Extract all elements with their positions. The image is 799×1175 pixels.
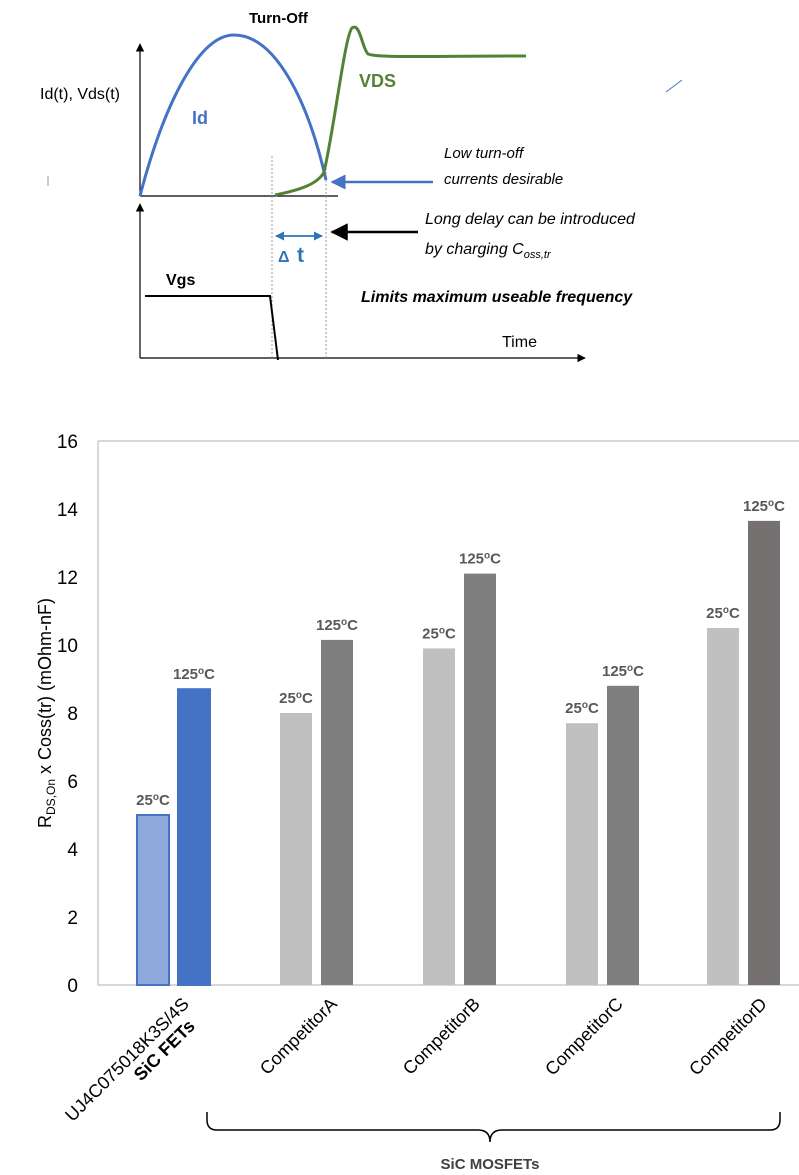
bar-label-number: 25 bbox=[136, 792, 153, 809]
category-label-competitorc: CompetitorC bbox=[541, 994, 627, 1080]
id-curve bbox=[138, 33, 328, 197]
y-tick-label: 16 bbox=[57, 432, 78, 453]
bar-label-unit: C bbox=[774, 498, 785, 515]
bar-uj4c075018k3s-4s-125c bbox=[177, 688, 211, 986]
y-label-rest: x Coss(tr) (mOhm-nF) bbox=[35, 598, 55, 779]
bar-label-unit: C bbox=[347, 617, 358, 634]
bars bbox=[136, 520, 780, 986]
bar-value-label: 25oC bbox=[565, 700, 599, 717]
bar-label-number: 125 bbox=[743, 498, 768, 515]
bar-label-unit: C bbox=[302, 690, 313, 707]
y-tick-label: 6 bbox=[67, 772, 78, 793]
turn-off-diagram: Turn-Off Id(t), Vds(t) Id VDS Vgs Δ t Lo… bbox=[40, 10, 683, 363]
category-label-uj4c075018k3s-4s: UJ4C075018K3S/4S bbox=[61, 994, 193, 1126]
mosfet-group-brace bbox=[206, 1112, 781, 1143]
bar-competitorb-125c bbox=[464, 573, 496, 985]
bar-label-unit: C bbox=[490, 551, 501, 568]
diagram-title: Turn-Off bbox=[249, 10, 309, 27]
decor-mark-right bbox=[665, 79, 683, 93]
bar-label-number: 125 bbox=[602, 663, 627, 680]
bar-label-degree: o bbox=[439, 625, 445, 636]
y-axis-ticks: 0 2 4 6 8 10 12 14 16 bbox=[57, 432, 79, 997]
y-axis-label: RDS,On x Coss(tr) (mOhm-nF) bbox=[35, 598, 58, 828]
bar-label-unit: C bbox=[159, 792, 170, 809]
bar-label-number: 125 bbox=[173, 666, 198, 683]
time-label: Time bbox=[502, 334, 537, 351]
bar-competitord-25c bbox=[707, 628, 739, 985]
bar-label-degree: o bbox=[627, 663, 633, 674]
bar-value-label: 125oC bbox=[743, 498, 785, 515]
bar-value-label: 125oC bbox=[316, 617, 358, 634]
category-label-competitorb: CompetitorB bbox=[399, 994, 484, 1079]
bar-label-degree: o bbox=[198, 666, 204, 677]
bar-uj4c075018k3s-4s-25c bbox=[136, 814, 170, 986]
delta-t-label: Δ t bbox=[278, 244, 304, 267]
bar-label-number: 25 bbox=[565, 700, 582, 717]
bar-competitorc-125c bbox=[607, 685, 639, 985]
bar-competitord-125c bbox=[748, 520, 780, 985]
bar-label-degree: o bbox=[768, 498, 774, 509]
note-low-current-line2: currents desirable bbox=[444, 171, 563, 188]
bar-value-label: 25oC bbox=[706, 605, 740, 622]
bar-value-label: 25oC bbox=[279, 690, 313, 707]
bar-label-degree: o bbox=[296, 690, 302, 701]
bar-label-unit: C bbox=[204, 666, 215, 683]
bar-label-degree: o bbox=[484, 551, 490, 562]
y-tick-label: 10 bbox=[57, 636, 78, 657]
bar-value-label: 125oC bbox=[459, 551, 501, 568]
delta-t-letter: t bbox=[297, 244, 304, 267]
note-delay-line1: Long delay can be introduced bbox=[425, 211, 636, 228]
bar-value-label: 125oC bbox=[602, 663, 644, 680]
bar-value-label: 25oC bbox=[422, 625, 456, 642]
y-tick-label: 4 bbox=[67, 840, 78, 861]
bar-label-unit: C bbox=[729, 605, 740, 622]
vds-curve bbox=[274, 25, 527, 197]
vgs-label: Vgs bbox=[166, 272, 195, 289]
bar-label-degree: o bbox=[341, 617, 347, 628]
delta-symbol: Δ bbox=[278, 249, 290, 266]
y-tick-label: 0 bbox=[67, 976, 78, 997]
bar-label-degree: o bbox=[153, 792, 159, 803]
bar-competitora-125c bbox=[321, 639, 353, 985]
bar-competitora-25c bbox=[280, 713, 312, 985]
limits-note: Limits maximum useable frequency bbox=[361, 289, 633, 306]
y-tick-label: 2 bbox=[67, 908, 78, 929]
bar-label-unit: C bbox=[588, 700, 599, 717]
bar-label-number: 125 bbox=[316, 617, 341, 634]
vds-label: VDS bbox=[359, 71, 396, 91]
bar-value-label: 125oC bbox=[173, 666, 215, 683]
y-tick-label: 8 bbox=[67, 704, 78, 725]
y-tick-label: 12 bbox=[57, 568, 78, 589]
mosfet-group-label: SiC MOSFETs bbox=[441, 1156, 540, 1173]
y-label-main: R bbox=[35, 815, 55, 828]
vgs-curve bbox=[145, 295, 279, 361]
bar-competitorc-25c bbox=[566, 723, 598, 985]
bar-label-unit: C bbox=[633, 663, 644, 680]
id-label: Id bbox=[192, 108, 208, 128]
note-delay-prefix: by charging C bbox=[425, 241, 524, 258]
note-delay-subscript: oss,tr bbox=[524, 249, 552, 261]
bar-label-number: 125 bbox=[459, 551, 484, 568]
bar-label-number: 25 bbox=[706, 605, 723, 622]
bar-competitorb-25c bbox=[423, 648, 455, 985]
diagram-y-axis-label: Id(t), Vds(t) bbox=[40, 86, 120, 103]
bar-label-number: 25 bbox=[279, 690, 296, 707]
y-tick-label: 14 bbox=[57, 500, 79, 521]
category-label-competitora: CompetitorA bbox=[256, 994, 341, 1079]
note-delay-line2: by charging Coss,tr bbox=[425, 241, 552, 261]
y-label-sub: DS,On bbox=[44, 779, 58, 815]
bar-label-unit: C bbox=[445, 625, 456, 642]
category-label-competitord: CompetitorD bbox=[685, 994, 771, 1080]
bar-value-label: 25oC bbox=[136, 792, 170, 809]
bar-label-degree: o bbox=[723, 605, 729, 616]
bar-label-degree: o bbox=[582, 700, 588, 711]
bar-label-number: 25 bbox=[422, 625, 439, 642]
note-low-current-line1: Low turn-off bbox=[444, 145, 525, 162]
